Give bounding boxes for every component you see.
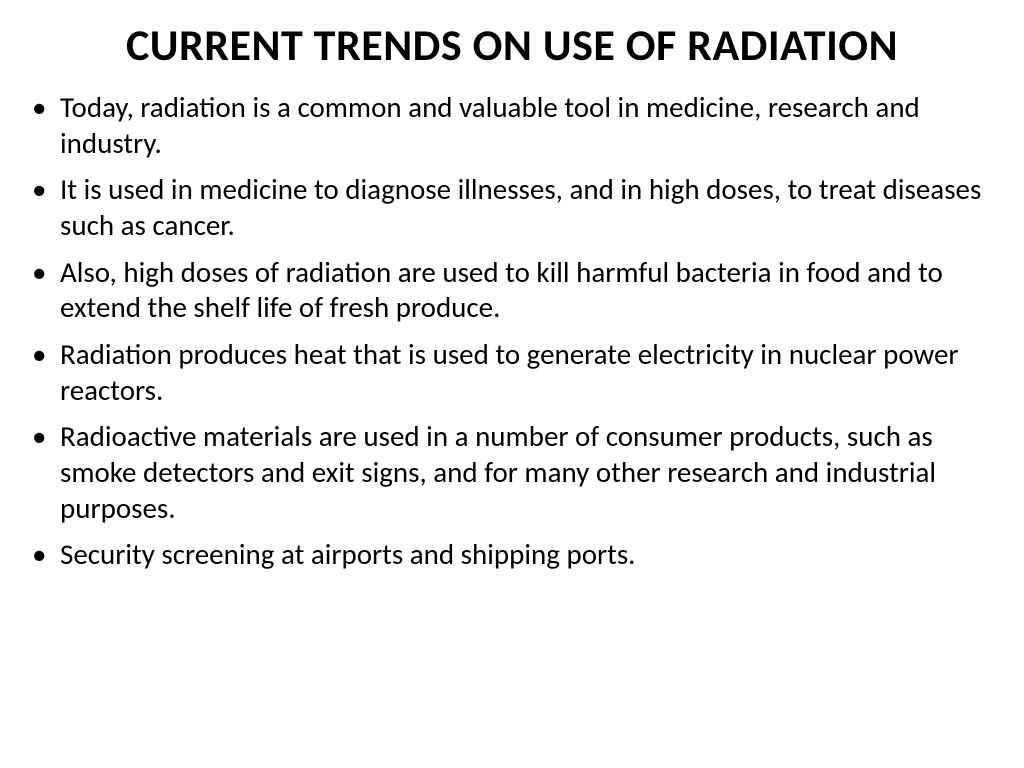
- slide-title: CURRENT TRENDS ON USE OF RADIATION: [10, 18, 1014, 72]
- bullet-item: Also, high doses of radiation are used t…: [60, 255, 1014, 326]
- bullet-list: Today, radiation is a common and valuabl…: [10, 90, 1014, 573]
- bullet-item: Today, radiation is a common and valuabl…: [60, 90, 1014, 161]
- bullet-item: It is used in medicine to diagnose illne…: [60, 172, 1014, 243]
- bullet-item: Radiation produces heat that is used to …: [60, 337, 1014, 408]
- bullet-item: Security screening at airports and shipp…: [60, 537, 1014, 573]
- bullet-item: Radioactive materials are used in a numb…: [60, 419, 1014, 526]
